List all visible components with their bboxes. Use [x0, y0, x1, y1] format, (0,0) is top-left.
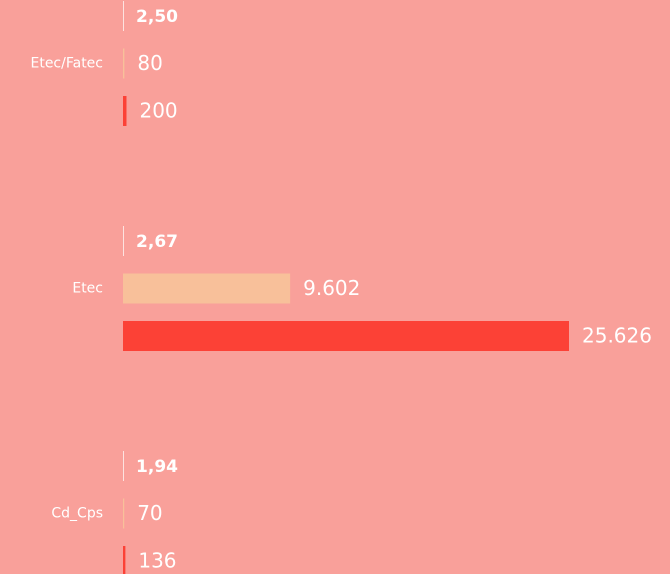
value-label: 9.602: [303, 276, 360, 300]
value-label: 80: [137, 51, 162, 75]
bar: [123, 498, 125, 529]
bar: [123, 48, 125, 79]
value-label: 2,67: [136, 232, 178, 252]
bar: [123, 96, 127, 126]
value-label: 2,50: [136, 7, 178, 27]
value-label: 1,94: [136, 457, 178, 477]
value-label: 200: [139, 99, 177, 123]
bar: [123, 321, 569, 351]
value-label: 70: [137, 501, 162, 525]
category-label: Etec/Fatec: [30, 56, 103, 72]
category-label: Cd_Cps: [51, 506, 103, 522]
bar: [123, 546, 126, 574]
category-label: Etec: [72, 281, 103, 297]
bar: [123, 273, 291, 304]
value-label: 25.626: [582, 324, 652, 348]
value-label: 136: [138, 549, 176, 573]
